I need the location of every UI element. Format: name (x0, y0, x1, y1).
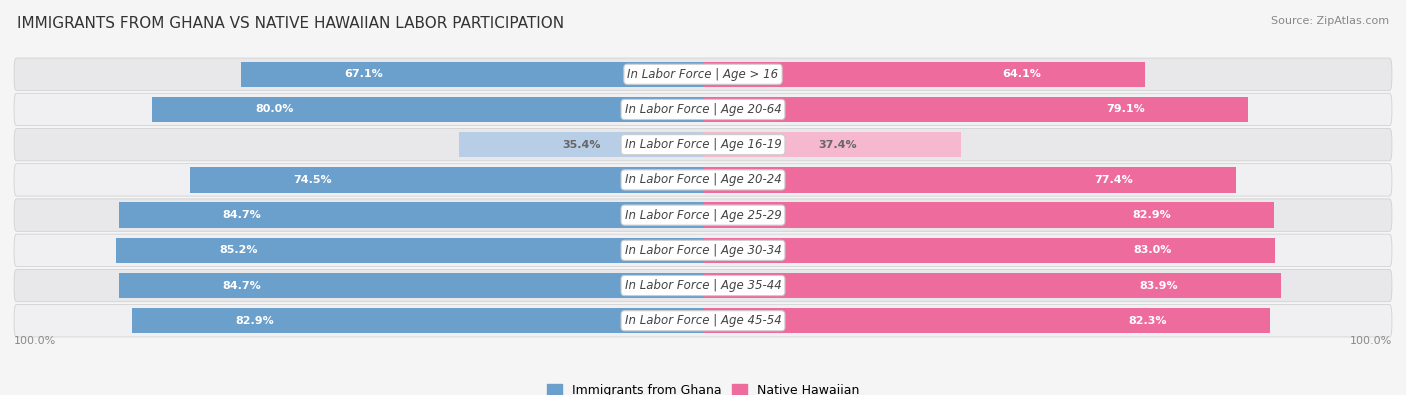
Legend: Immigrants from Ghana, Native Hawaiian: Immigrants from Ghana, Native Hawaiian (541, 379, 865, 395)
Bar (703, 273, 1281, 298)
FancyBboxPatch shape (14, 234, 1392, 267)
Text: 82.3%: 82.3% (1128, 316, 1167, 326)
Text: 83.0%: 83.0% (1133, 245, 1171, 255)
Text: 77.4%: 77.4% (1094, 175, 1133, 185)
FancyBboxPatch shape (14, 93, 1392, 126)
Text: In Labor Force | Age 35-44: In Labor Force | Age 35-44 (624, 279, 782, 292)
Text: IMMIGRANTS FROM GHANA VS NATIVE HAWAIIAN LABOR PARTICIPATION: IMMIGRANTS FROM GHANA VS NATIVE HAWAIIAN… (17, 16, 564, 31)
Bar (120, 202, 703, 228)
FancyBboxPatch shape (14, 305, 1392, 337)
Bar (117, 238, 703, 263)
Text: 100.0%: 100.0% (14, 336, 56, 346)
Text: 37.4%: 37.4% (818, 140, 858, 150)
Bar (703, 238, 1275, 263)
Bar (703, 167, 1236, 193)
Text: Source: ZipAtlas.com: Source: ZipAtlas.com (1271, 16, 1389, 26)
FancyBboxPatch shape (14, 164, 1392, 196)
Bar (120, 273, 703, 298)
Text: In Labor Force | Age > 16: In Labor Force | Age > 16 (627, 68, 779, 81)
FancyBboxPatch shape (14, 199, 1392, 231)
Text: In Labor Force | Age 25-29: In Labor Force | Age 25-29 (624, 209, 782, 222)
Text: In Labor Force | Age 20-24: In Labor Force | Age 20-24 (624, 173, 782, 186)
Bar (132, 308, 703, 333)
Text: 79.1%: 79.1% (1107, 104, 1144, 115)
Bar (703, 62, 1144, 87)
Text: 85.2%: 85.2% (219, 245, 257, 255)
Bar (703, 97, 1249, 122)
Bar (703, 308, 1270, 333)
FancyBboxPatch shape (14, 128, 1392, 161)
FancyBboxPatch shape (14, 269, 1392, 302)
FancyBboxPatch shape (14, 58, 1392, 90)
Text: In Labor Force | Age 30-34: In Labor Force | Age 30-34 (624, 244, 782, 257)
Text: 64.1%: 64.1% (1002, 69, 1042, 79)
Text: 74.5%: 74.5% (292, 175, 332, 185)
Text: 100.0%: 100.0% (1350, 336, 1392, 346)
Bar (152, 97, 703, 122)
Text: 82.9%: 82.9% (1132, 210, 1171, 220)
Bar (240, 62, 703, 87)
Text: 80.0%: 80.0% (254, 104, 294, 115)
Text: In Labor Force | Age 20-64: In Labor Force | Age 20-64 (624, 103, 782, 116)
Bar (703, 202, 1274, 228)
Bar (190, 167, 703, 193)
Text: 84.7%: 84.7% (222, 210, 262, 220)
Bar (703, 132, 960, 157)
Text: 67.1%: 67.1% (344, 69, 382, 79)
Text: 35.4%: 35.4% (562, 140, 600, 150)
Bar (460, 132, 703, 157)
Text: 82.9%: 82.9% (235, 316, 274, 326)
Text: In Labor Force | Age 45-54: In Labor Force | Age 45-54 (624, 314, 782, 327)
Text: In Labor Force | Age 16-19: In Labor Force | Age 16-19 (624, 138, 782, 151)
Text: 84.7%: 84.7% (222, 280, 262, 291)
Text: 83.9%: 83.9% (1139, 280, 1178, 291)
